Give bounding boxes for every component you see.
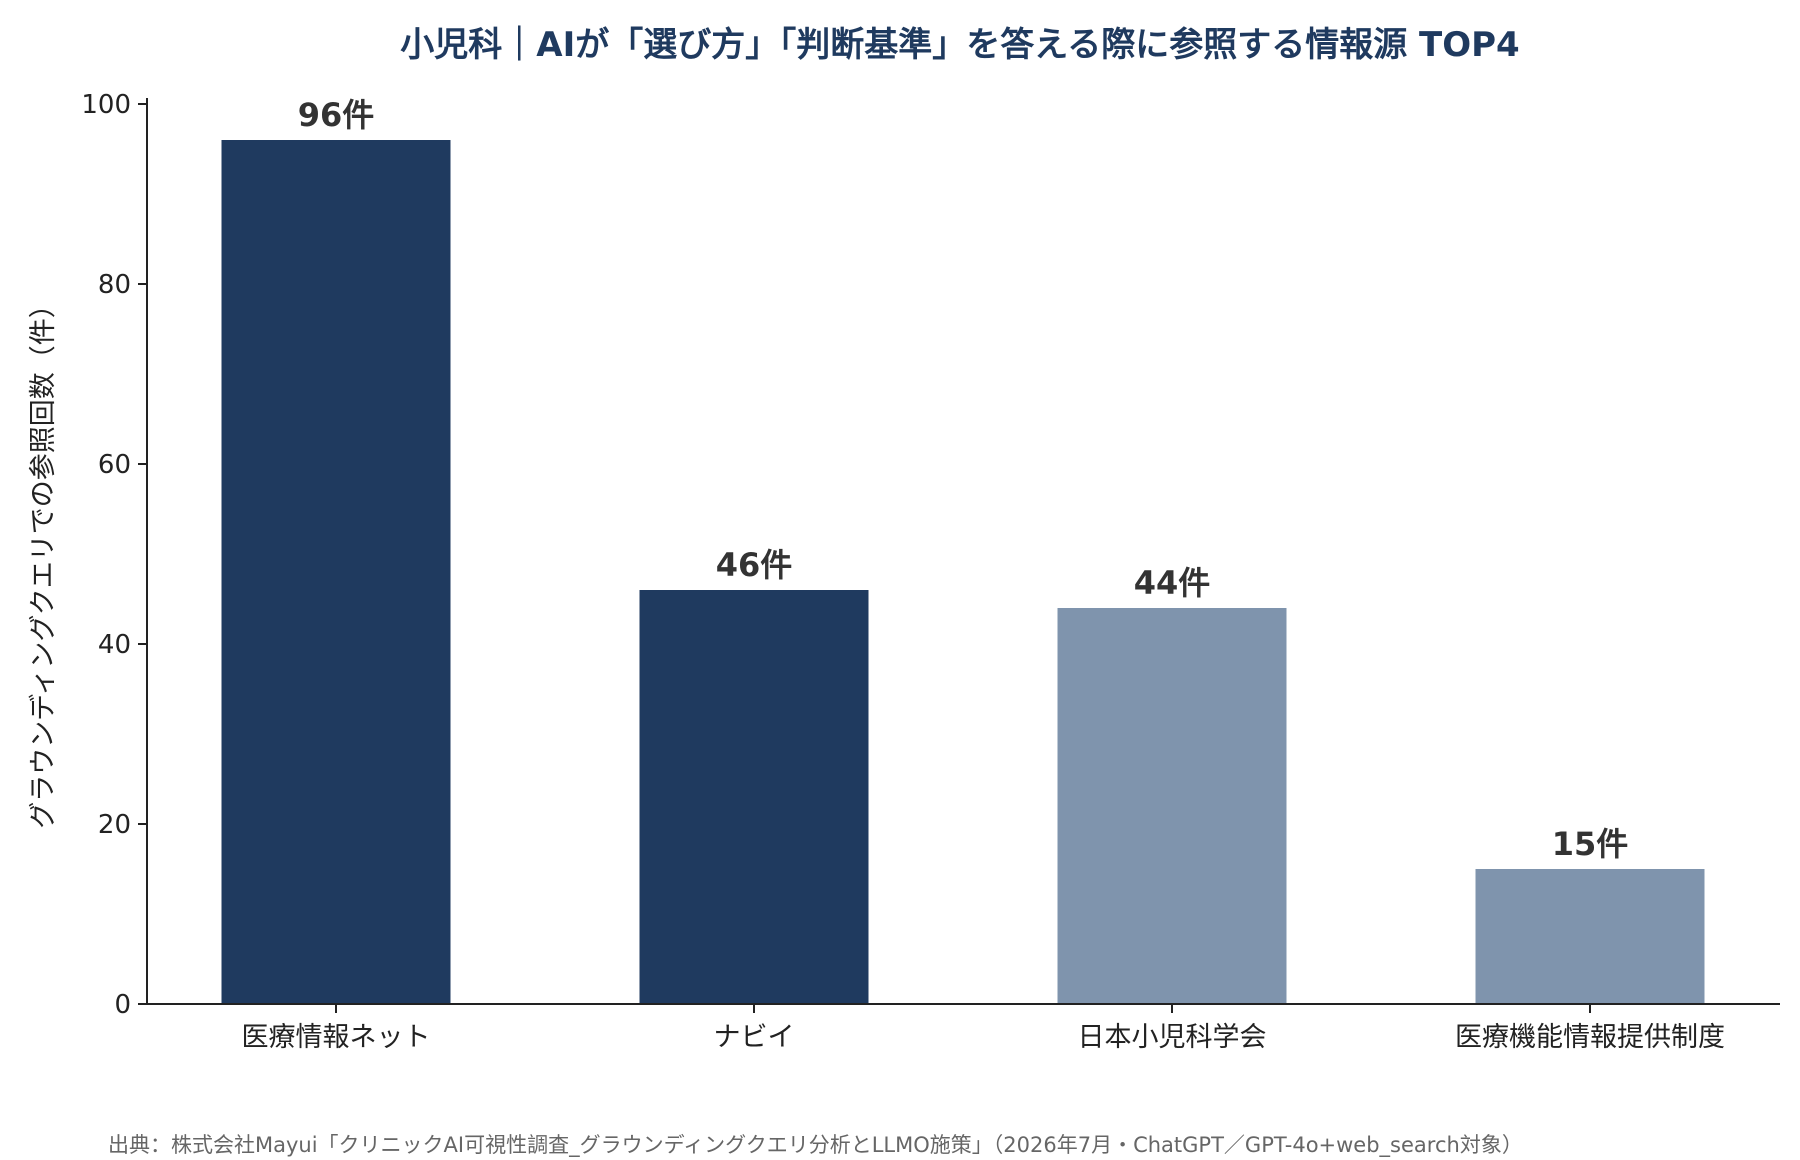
chart-title: 小児科｜AIが「選び方」「判断基準」を答える際に参照する情報源 TOP4 <box>400 25 1519 65</box>
source-note: 出典：株式会社Mayui「クリニックAI可視性調査_グラウンディングクエリ分析と… <box>108 1133 1523 1158</box>
bar-value-label: 96件 <box>298 96 375 134</box>
y-tick-label: 60 <box>98 450 131 480</box>
y-tick-label: 100 <box>81 90 131 120</box>
y-tick-label: 80 <box>98 270 131 300</box>
x-category-label: 日本小児科学会 <box>1078 1022 1267 1053</box>
bar <box>1475 869 1705 1004</box>
bar-value-label: 44件 <box>1134 564 1211 602</box>
bars-group <box>221 140 1705 1004</box>
x-category-label: 医療機能情報提供制度 <box>1455 1022 1725 1053</box>
y-tick-label: 0 <box>114 990 131 1020</box>
y-axis-title: グラウンディングクエリでの参照回数（件） <box>28 291 59 829</box>
x-category-label: 医療情報ネット <box>242 1022 431 1053</box>
value-labels-group: 96件 46件 44件 15件 <box>298 96 1629 863</box>
bar-value-label: 46件 <box>716 546 793 584</box>
bar-value-label: 15件 <box>1552 825 1629 863</box>
y-tick-label: 20 <box>98 810 131 840</box>
x-category-label: ナビイ <box>714 1022 795 1053</box>
bar <box>639 590 869 1004</box>
x-axis-ticks: 医療情報ネット ナビイ 日本小児科学会 医療機能情報提供制度 <box>242 1004 1725 1053</box>
y-axis-ticks: 0 20 40 60 80 100 <box>81 90 147 1020</box>
bar <box>221 140 451 1004</box>
bar <box>1057 608 1287 1004</box>
y-tick-label: 40 <box>98 630 131 660</box>
